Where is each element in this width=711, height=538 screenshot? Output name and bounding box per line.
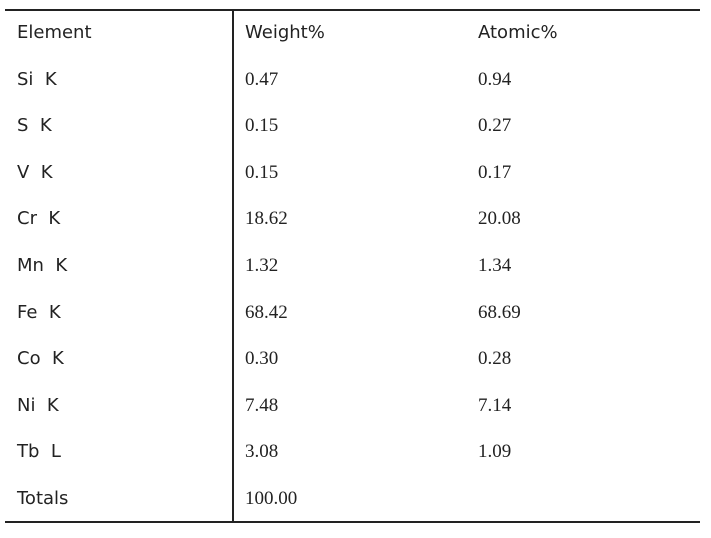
table-cell: 1.09 [478,441,512,463]
table-cell: 100.00 [245,488,298,509]
row-label: Co K [17,348,64,370]
table-cell: 0.15 [245,115,279,137]
row-label: Fe K [17,301,61,323]
table-cell: 7.14 [478,394,512,416]
column-header: Atomic% [478,22,558,43]
column-header: Weight% [245,22,325,43]
table-cell: 20.08 [478,208,521,230]
table-cell: 0.17 [478,161,512,183]
bottom-rule [5,521,700,523]
row-label: Ni K [17,394,59,416]
column-header: Element [17,22,92,43]
table-cell: 1.34 [478,255,512,276]
table-cell: 0.15 [245,161,279,183]
table-cell: 0.47 [245,68,279,90]
table-cell: 0.27 [478,115,512,137]
table-cell: 0.30 [245,348,279,370]
row-label: S K [17,115,52,137]
row-label: V K [17,161,53,183]
table-cell: 7.48 [245,394,279,416]
row-label: Cr K [17,208,61,230]
table-cell: 0.94 [478,68,512,90]
row-label: Mn K [17,255,68,276]
row-label: Tb L [17,441,61,463]
table-cell: 18.62 [245,208,288,230]
table-cell: 68.69 [478,301,521,323]
column-divider [232,10,234,522]
table-cell: 1.32 [245,255,279,276]
row-label: Si K [17,68,57,90]
row-label: Totals [17,488,69,509]
table-cell: 3.08 [245,441,279,463]
top-rule [5,9,700,11]
table-cell: 68.42 [245,301,288,323]
table-cell: 0.28 [478,348,512,370]
